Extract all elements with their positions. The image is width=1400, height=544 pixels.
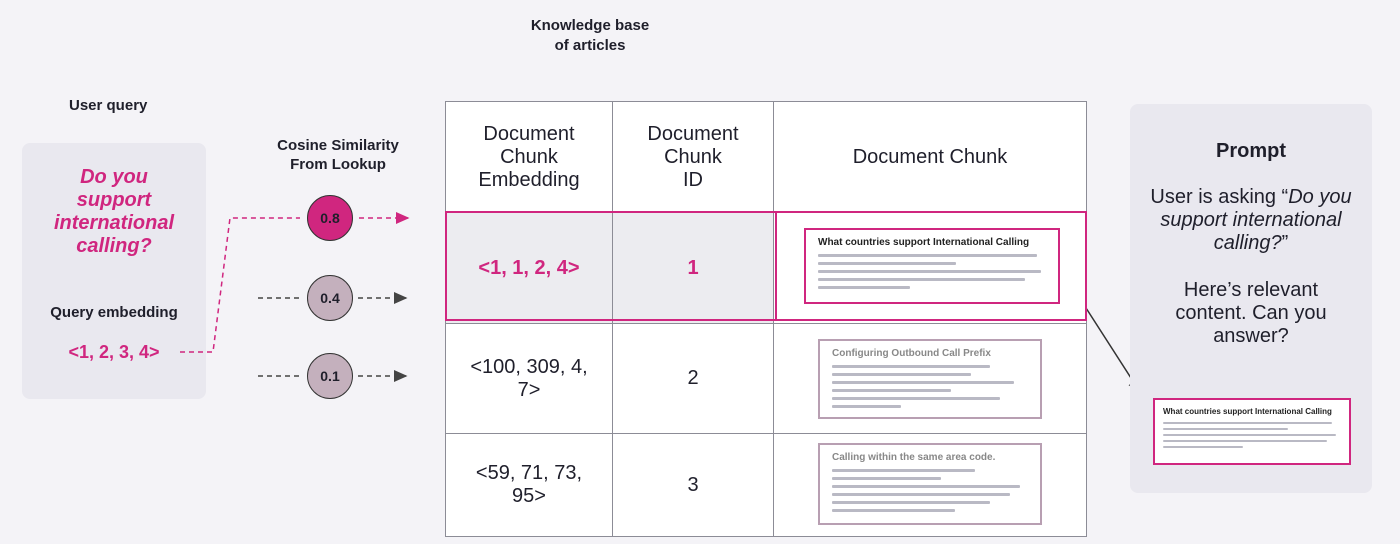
user-query-text: Do you support international calling?	[22, 166, 206, 258]
row1-id-text: 1	[687, 256, 699, 279]
query-line-4: calling?	[76, 235, 152, 257]
table-header-row: Document Chunk Embedding Document Chunk …	[445, 101, 1087, 213]
user-query-panel	[22, 143, 206, 399]
header-chunk: Document Chunk	[773, 101, 1087, 213]
query-line-3: international	[53, 212, 174, 234]
row2-id-text: 2	[687, 367, 699, 389]
chunk-snippet-3-title: Calling within the same area code.	[832, 452, 996, 463]
prompt-close-quote: ”	[1281, 232, 1289, 254]
chunk-snippet-2: Configuring Outbound Call Prefix	[818, 339, 1042, 419]
prompt-snippet: What countries support International Cal…	[1153, 398, 1351, 465]
query-to-top-score-line	[180, 217, 300, 353]
chunk-snippet-2-title: Configuring Outbound Call Prefix	[832, 348, 991, 359]
row1-id: 1	[612, 212, 774, 324]
row2-embedding-line1: <100, 309, 4,	[470, 355, 588, 378]
query-line-2: support	[76, 189, 152, 211]
kb-title-line2: of articles	[554, 37, 626, 54]
prompt-follow-line3: answer?	[1213, 325, 1289, 347]
header-id-line3: ID	[683, 168, 703, 191]
query-line-1: Do you	[80, 166, 148, 188]
prompt-follow-line2: content. Can you	[1175, 302, 1327, 324]
prompt-follow-line1: Here’s relevant	[1183, 279, 1319, 301]
header-embedding: Document Chunk Embedding	[445, 101, 613, 213]
row3-id: 3	[612, 433, 774, 537]
similarity-title-line1: Cosine Similarity	[277, 137, 399, 154]
prompt-italic-1: Do you	[1288, 186, 1352, 208]
query-embedding-value: <1, 2, 3, 4>	[68, 342, 160, 362]
header-chunk-id: Document Chunk ID	[612, 101, 774, 213]
header-embedding-line3: Embedding	[478, 168, 580, 191]
score-circle-low: 0.1	[307, 353, 353, 399]
row1-embedding-text: <1, 1, 2, 4>	[478, 256, 580, 279]
prompt-question: User is asking “Do you support internati…	[1130, 186, 1372, 255]
prompt-question-line1: User is asking “Do you	[1130, 186, 1372, 209]
row3-embedding: <59, 71, 73, 95>	[445, 433, 613, 537]
prompt-question-line3: calling?”	[1130, 232, 1372, 255]
query-embedding-label: Query embedding	[50, 304, 178, 321]
kb-title: Knowledge base of articles	[490, 16, 690, 56]
header-chunk-line1: Document Chunk	[852, 145, 1008, 168]
header-id-line1: Document	[647, 122, 739, 145]
prompt-title: Prompt	[1216, 140, 1286, 162]
row3-embedding-line2: 95>	[512, 485, 546, 507]
prompt-question-line2: support international	[1130, 209, 1372, 232]
row1-chunk-highlight-frame	[775, 211, 1087, 321]
user-query-heading: User query	[69, 97, 148, 114]
header-embedding-line1: Document	[483, 122, 575, 145]
prompt-snippet-title: What countries support International Cal…	[1163, 407, 1332, 416]
chunk-snippet-1: What countries support International Cal…	[804, 228, 1060, 304]
row2-embedding-line2: 7>	[517, 378, 541, 401]
similarity-title: Cosine Similarity From Lookup	[258, 136, 418, 174]
score-circle-mid: 0.4	[307, 275, 353, 321]
prompt-italic-3: calling?	[1213, 232, 1282, 254]
header-embedding-line2: Chunk	[500, 145, 558, 168]
kb-title-line1: Knowledge base	[530, 17, 650, 34]
row1-embedding: <1, 1, 2, 4>	[445, 212, 613, 324]
chunk-snippet-1-title: What countries support International Cal…	[818, 237, 1030, 248]
prompt-open-text: User is asking “	[1150, 186, 1289, 208]
header-id-line2: Chunk	[664, 145, 722, 168]
chunk-snippet-3: Calling within the same area code.	[818, 443, 1042, 525]
similarity-title-line2: From Lookup	[290, 156, 386, 173]
row3-embedding-line1: <59, 71, 73,	[475, 462, 583, 484]
row2-id: 2	[612, 323, 774, 434]
score-circle-high: 0.8	[307, 195, 353, 241]
prompt-italic-2: support international	[1160, 209, 1342, 231]
prompt-follow: Here’s relevant content. Can you answer?	[1130, 279, 1372, 348]
row3-id-text: 3	[687, 473, 699, 496]
row2-embedding: <100, 309, 4, 7>	[445, 323, 613, 434]
